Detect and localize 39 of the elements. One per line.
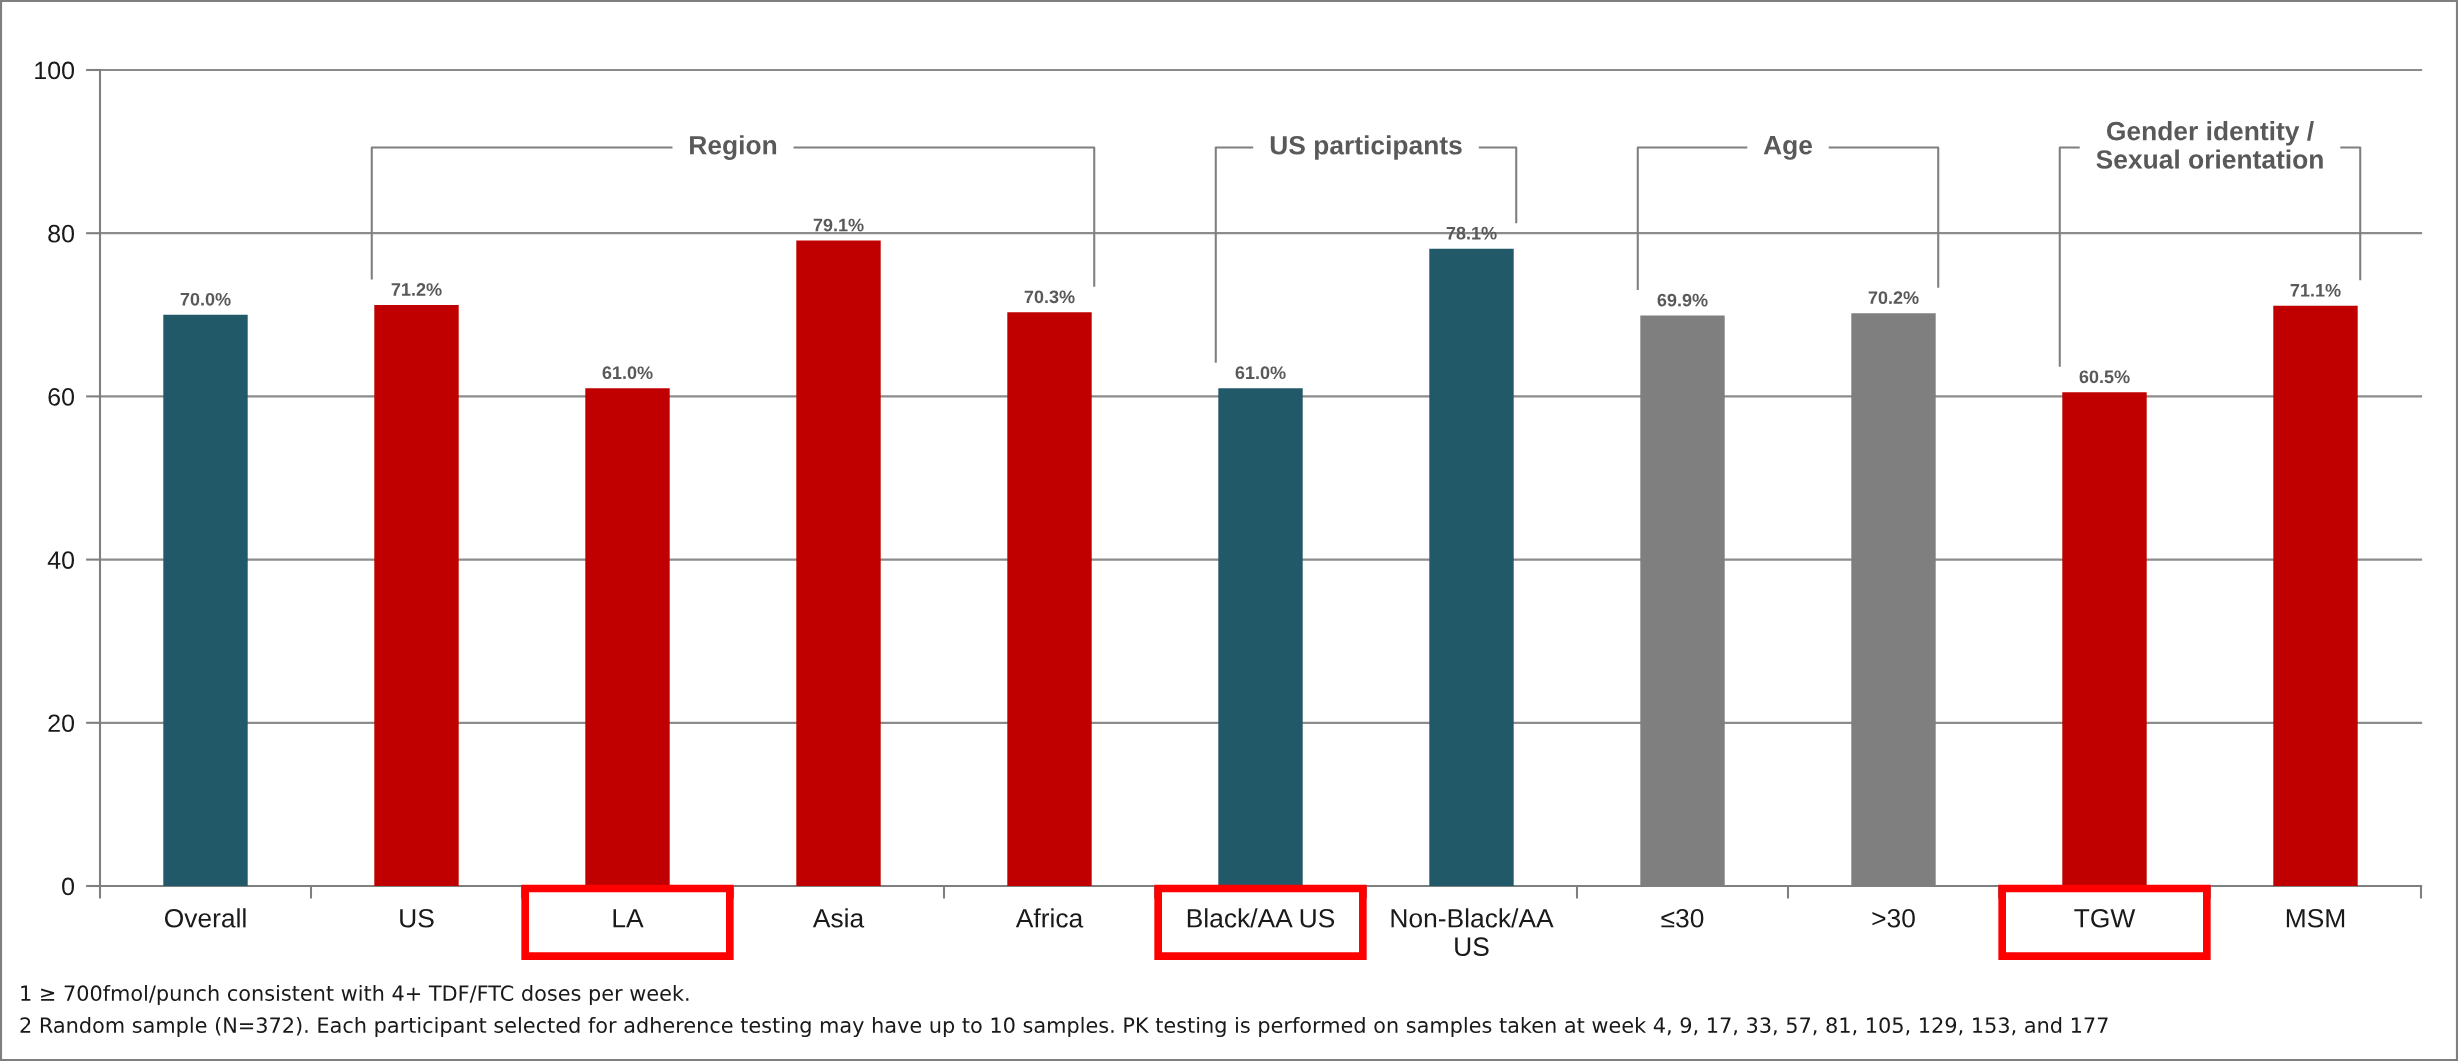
x-tick-label: >30 xyxy=(1872,908,1915,928)
bar xyxy=(163,314,248,886)
annotation: Age xyxy=(1763,136,1813,160)
data-label: 70.0% xyxy=(180,292,231,306)
x-tick-label: MSM xyxy=(2286,908,2345,928)
text: 1 ≥ 700fmol/punch consistent with 4+ TDF/FTC doses per week. xyxy=(21,984,689,1006)
data-label: 70.2% xyxy=(1868,291,1919,305)
y-tick-label: 100 xyxy=(35,61,75,80)
bar xyxy=(1429,248,1514,886)
data-label: 61.0% xyxy=(1235,366,1286,380)
x-tick-label: Asia xyxy=(812,908,865,928)
data-label: 61.0% xyxy=(602,366,653,380)
text: 2 Random sample (N=372). Each participant selected for adherence testing may have up to 10 samples. PK testing is performed on samples taken at week 4, 9, 17, 33, 57, 81, 105, 129, 153, and 177 xyxy=(20,1016,2108,1038)
x-tick-label: TGW xyxy=(2074,908,2136,928)
annotation: Region xyxy=(690,135,777,160)
y-tick-label: 0 xyxy=(62,877,75,896)
x-tick-label: Overall xyxy=(164,908,246,928)
x-tick-label: Non-Black/AA US xyxy=(1391,908,1554,957)
x-tick-label: Africa xyxy=(1015,908,1084,928)
data-label: 71.2% xyxy=(391,283,442,296)
bar xyxy=(796,240,881,886)
y-tick-label: 40 xyxy=(47,551,75,569)
y-tick-label: 80 xyxy=(48,224,75,243)
data-label: 69.9% xyxy=(1657,293,1708,307)
data-label: 60.5% xyxy=(2079,370,2130,384)
data-label: 79.1% xyxy=(813,218,864,232)
y-tick-label: 20 xyxy=(48,714,75,733)
bar xyxy=(374,305,459,886)
x-tick-label: LA xyxy=(613,909,644,928)
data-label: 70.3% xyxy=(1024,290,1075,304)
bar xyxy=(2273,305,2358,886)
annotation: US participants xyxy=(1270,135,1462,160)
x-tick-label: ≤30 xyxy=(1661,908,1704,928)
annotation: Gender identity / Sexual orientation xyxy=(2096,121,2323,169)
bar xyxy=(1007,312,1092,886)
data-label: 71.1% xyxy=(2290,283,2341,297)
x-tick-label: Black/AA US xyxy=(1187,908,1335,928)
y-tick-label: 60 xyxy=(48,388,75,406)
x-tick-label: US xyxy=(400,908,434,928)
